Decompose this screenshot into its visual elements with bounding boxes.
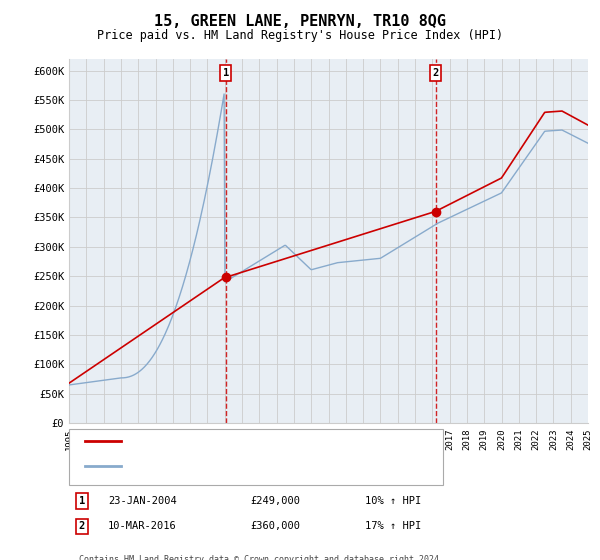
Text: HPI: Average price, detached house, Cornwall: HPI: Average price, detached house, Corn… xyxy=(131,461,395,471)
Text: 17% ↑ HPI: 17% ↑ HPI xyxy=(365,521,421,531)
Text: 2: 2 xyxy=(79,521,85,531)
Text: 1: 1 xyxy=(223,68,229,78)
Text: Price paid vs. HM Land Registry's House Price Index (HPI): Price paid vs. HM Land Registry's House … xyxy=(97,29,503,42)
Text: 15, GREEN LANE, PENRYN, TR10 8QG (detached house): 15, GREEN LANE, PENRYN, TR10 8QG (detach… xyxy=(131,436,425,446)
Text: 15, GREEN LANE, PENRYN, TR10 8QG: 15, GREEN LANE, PENRYN, TR10 8QG xyxy=(154,14,446,29)
Text: 1: 1 xyxy=(79,496,85,506)
Text: 23-JAN-2004: 23-JAN-2004 xyxy=(108,496,176,506)
Text: 2: 2 xyxy=(433,68,439,78)
Text: 10-MAR-2016: 10-MAR-2016 xyxy=(108,521,176,531)
FancyBboxPatch shape xyxy=(69,430,443,485)
Text: £360,000: £360,000 xyxy=(251,521,301,531)
Text: Contains HM Land Registry data © Crown copyright and database right 2024.
This d: Contains HM Land Registry data © Crown c… xyxy=(79,555,445,560)
Text: 10% ↑ HPI: 10% ↑ HPI xyxy=(365,496,421,506)
Text: £249,000: £249,000 xyxy=(251,496,301,506)
